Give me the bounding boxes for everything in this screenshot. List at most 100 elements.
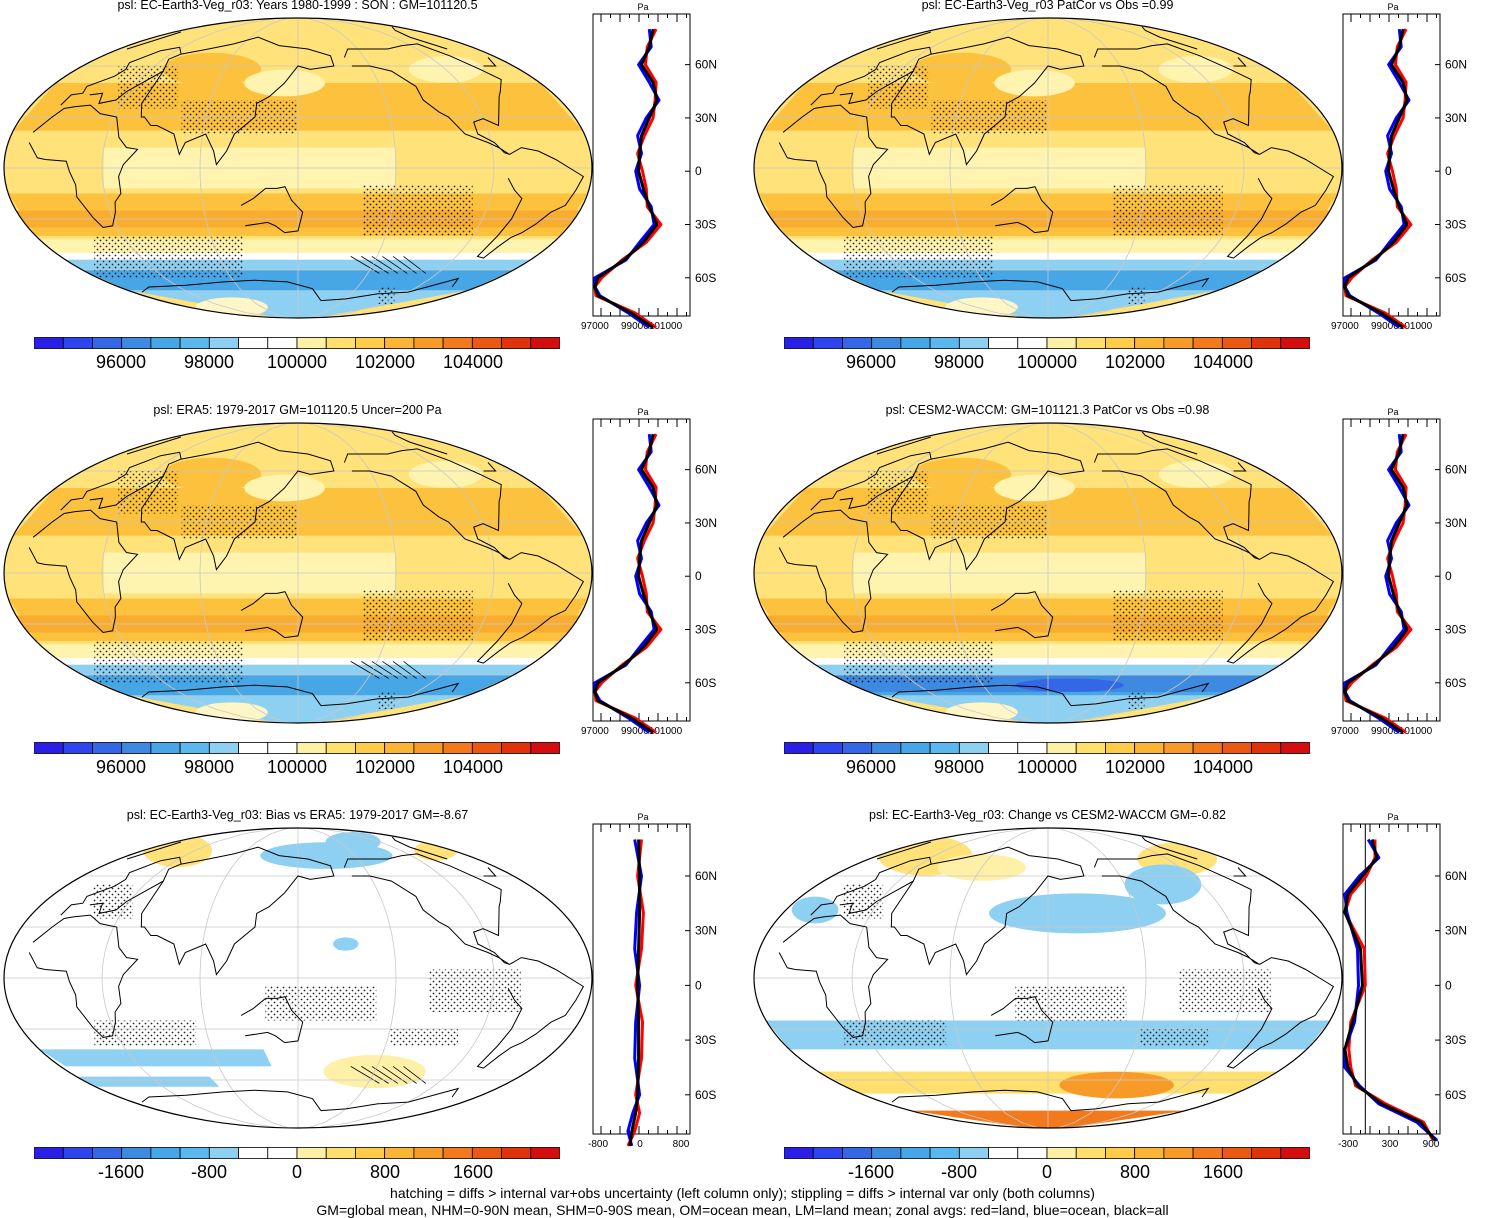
colorbar-tick-label: 800 [1119, 1162, 1151, 1182]
zonal-unit-label: Pa [1387, 407, 1398, 417]
colorbar-swatch [958, 742, 989, 754]
hatch-line [371, 661, 399, 679]
colorbar-swatch [355, 1147, 386, 1159]
coastline-greenland [126, 431, 497, 472]
colorbar-swatch [150, 337, 181, 349]
colorbar-swatch [1075, 742, 1106, 754]
zonal-profile-all [1343, 433, 1409, 734]
zonal-lat-label: 0 [1445, 978, 1452, 992]
zonal-x-tick-label: 300 [1382, 1139, 1399, 1150]
zonal-lat-label: 30N [695, 111, 717, 125]
colorbar-tick-label: -1600 [97, 1162, 145, 1182]
colorbar-swatch [1163, 742, 1194, 754]
colorbar-swatch [208, 742, 239, 754]
stipple-region [428, 969, 521, 1012]
coastline-samerica [1226, 147, 1335, 259]
field-low-core [1015, 678, 1124, 692]
colorbar-swatch [355, 337, 386, 349]
map-outline [753, 422, 1343, 724]
colorbar-swatch [501, 742, 532, 754]
field-change-neg-1 [989, 893, 1166, 934]
colorbar-swatch [1105, 337, 1136, 349]
colorbar-tick-label: 100000 [266, 757, 328, 777]
zonal-lat-label: 60N [695, 58, 717, 72]
zonal-profile-all [1343, 28, 1409, 329]
hatch-line [350, 661, 380, 679]
colorbar-tick-label: 102000 [354, 352, 416, 372]
coastline-europe [810, 451, 932, 511]
coastline-antarctica [891, 1087, 1210, 1112]
coastline-samerica [476, 957, 585, 1069]
hatch-line [403, 1066, 427, 1084]
colorbar-swatch [1221, 1147, 1252, 1159]
stipple-region [118, 471, 179, 514]
colorbar-swatch [784, 1147, 814, 1159]
colorbar-swatch [1221, 337, 1252, 349]
colorbar-swatch [325, 337, 356, 349]
colorbar-tick-label: 1600 [452, 1162, 494, 1182]
zonal-lat-label: 30S [1445, 218, 1466, 232]
field-siberian-high [162, 52, 262, 87]
colorbar-swatch [1192, 742, 1223, 754]
coastline-africa [28, 509, 139, 634]
colorbar-swatch [92, 337, 123, 349]
hatch-line [382, 1066, 408, 1084]
zonal-x-tick-label: 97000 [1331, 321, 1359, 332]
colorbar-swatch [1075, 337, 1106, 349]
zonal-lat-label: 60N [1445, 58, 1467, 72]
zonal-profile-all [628, 839, 642, 1147]
colorbar-tick-label: 102000 [1104, 352, 1166, 372]
zonal-lat-label: 60S [695, 1088, 716, 1102]
colorbar-tick-label: -800 [940, 1162, 978, 1182]
footer-line-2: GM=global mean, NHM=0-90N mean, SHM=0-90… [316, 1202, 1169, 1218]
zonal-lat-label: 60S [695, 271, 716, 285]
coastline-asia [140, 441, 335, 571]
colorbar-swatch [871, 337, 902, 349]
colorbar-swatch [442, 337, 473, 349]
colorbar-swatch [208, 1147, 239, 1159]
colorbar-swatch [929, 1147, 960, 1159]
map-panel-2 [753, 17, 1343, 319]
hatch-line [392, 256, 417, 274]
field-bias-neg-band-2 [76, 1076, 220, 1087]
zonal-x-tick-label: 97000 [1331, 726, 1359, 737]
colorbar-swatch [62, 742, 93, 754]
stipple-region [1015, 986, 1127, 1021]
colorbar-swatch [900, 742, 931, 754]
zonal-x-tick-label: 900 [1423, 1139, 1440, 1150]
coastline-samerica [1226, 552, 1335, 664]
colorbar-tick-label: 98000 [933, 352, 985, 372]
colorbar-swatch [296, 1147, 327, 1159]
stipple-region [118, 66, 179, 109]
field-bias-neg-band [39, 1049, 272, 1067]
colorbar-swatch [442, 1147, 473, 1159]
colorbar-tick-label: 96000 [95, 352, 147, 372]
coastline-asia [890, 846, 1085, 976]
zonal-profile-land [626, 839, 645, 1147]
colorbar-tick-label: 100000 [1016, 352, 1078, 372]
zonal-lat-label: 0 [695, 569, 702, 583]
colorbar-5 [34, 1147, 560, 1159]
coastline-australia [240, 996, 304, 1044]
coastline-australia [990, 591, 1054, 639]
colorbar-swatch [871, 1147, 902, 1159]
colorbar-tick-label: -1600 [847, 1162, 895, 1182]
colorbar-swatch [442, 742, 473, 754]
field-bias-neg-2 [325, 832, 381, 852]
colorbar-swatch [150, 1147, 181, 1159]
hatch-line [361, 1066, 389, 1084]
coastline-australia [990, 996, 1054, 1044]
hatch-line [403, 661, 427, 679]
field-change-neg-2 [1124, 864, 1202, 905]
hatch-line [382, 661, 408, 679]
colorbar-swatch [1134, 742, 1165, 754]
colorbar-swatch [179, 1147, 210, 1159]
stipple-region [94, 641, 243, 684]
coastline-greenland [876, 836, 1247, 877]
colorbar-swatch [530, 1147, 560, 1159]
zonal-lat-label: 30N [1445, 516, 1467, 530]
colorbar-swatch [812, 742, 843, 754]
zonal-x-tick-label: 97000 [581, 726, 609, 737]
colorbar-swatch [471, 742, 502, 754]
